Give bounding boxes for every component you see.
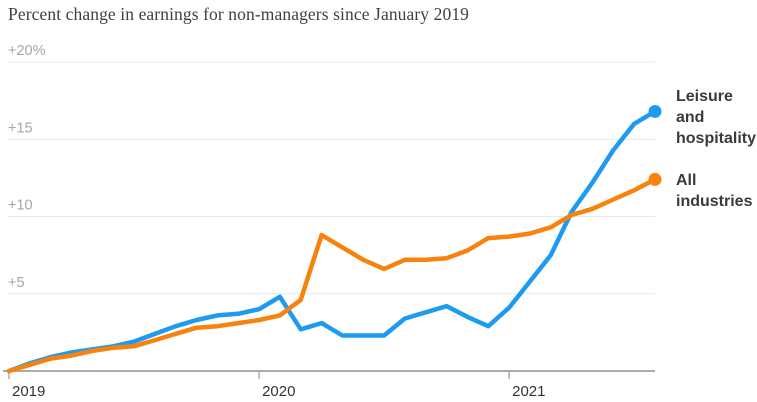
- data-line-all-industries: [6, 177, 658, 374]
- y-axis-tick-label: +5: [8, 275, 25, 291]
- end-dot-all-industries: [648, 172, 662, 186]
- x-axis-tick-label: 2021: [512, 383, 545, 400]
- legend-all-industries: All industries: [676, 172, 753, 210]
- x-axis-tick-label: 2019: [12, 383, 45, 400]
- end-dot-leisure-and-hospitality: [648, 104, 662, 118]
- y-axis-tick-label: +10: [8, 198, 33, 214]
- x-axis-tick-label: 2020: [262, 383, 295, 400]
- legend-leisure-and-hospitality: Leisure and hospitality: [676, 88, 757, 147]
- chart-title: Percent change in earnings for non-manag…: [8, 4, 470, 24]
- y-axis-tick-label: +20%: [8, 43, 46, 59]
- y-axis-tick-label: +15: [8, 120, 33, 136]
